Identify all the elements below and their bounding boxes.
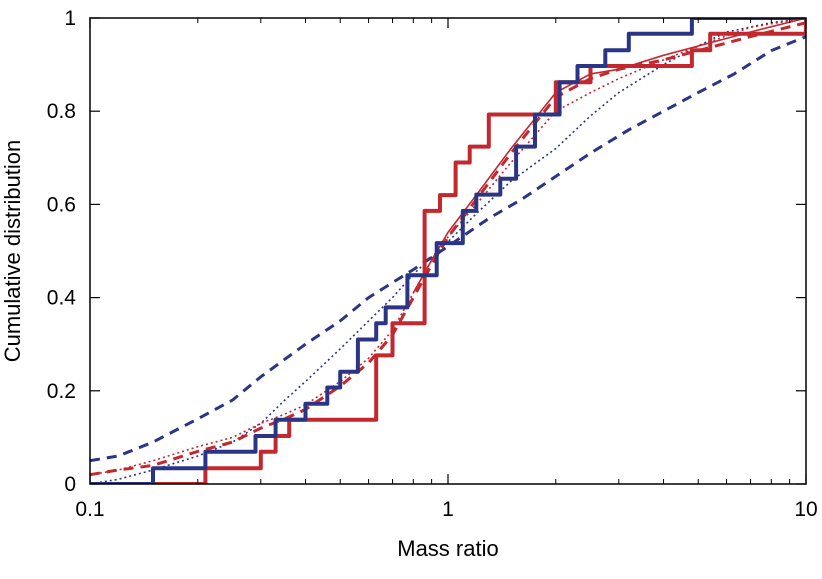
y-tick-label: 0.2 <box>47 380 76 403</box>
series-line-blue-dashed <box>90 35 806 463</box>
plot-frame <box>89 17 807 485</box>
y-tick-label: 0 <box>64 473 76 496</box>
series-line-red-solid-thin <box>412 18 806 294</box>
series-line-red-dotted <box>90 18 806 476</box>
x-tick-label: 0.1 <box>75 498 104 521</box>
y-tick-label: 1 <box>64 7 76 30</box>
series-layer <box>90 18 806 484</box>
tick-layer: 0.1 1 10 0 0.2 0.4 0.6 0.8 1 <box>47 7 818 521</box>
series-line-blue-dotted <box>90 18 806 484</box>
x-tick-label: 10 <box>794 498 817 521</box>
series-line-blue-solid-thick <box>90 18 806 484</box>
y-tick-label: 0.4 <box>47 287 77 310</box>
x-tick-label: 1 <box>442 498 454 521</box>
series-line-red-solid-thick <box>90 18 806 484</box>
y-tick-label: 0.8 <box>47 100 76 123</box>
series-line-red-dashed <box>90 21 806 477</box>
y-tick-label: 0.6 <box>47 193 76 216</box>
y-axis-label: Cumulative distribution <box>0 140 25 363</box>
x-axis-label: Mass ratio <box>397 536 498 561</box>
